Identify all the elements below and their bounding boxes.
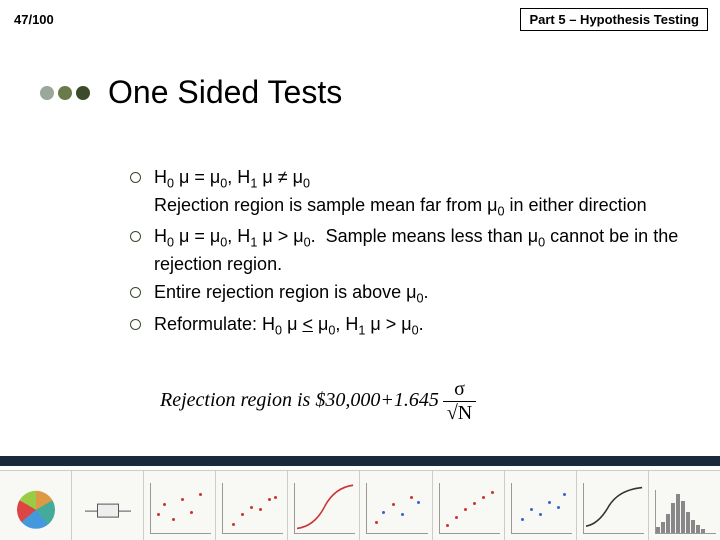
thumb-scatter (216, 471, 288, 540)
dot-icon (58, 86, 72, 100)
scatter-icon (366, 483, 427, 534)
bullet-list: H0 μ = μ0, H1 μ ≠ μ0Rejection region is … (130, 165, 690, 339)
boxplot-icon (83, 491, 133, 527)
thumbnail-strip (0, 470, 720, 540)
divider-bar (0, 456, 720, 466)
formula-denominator: √N (443, 402, 476, 425)
slide-title: One Sided Tests (108, 74, 342, 111)
dot-icon (76, 86, 90, 100)
pie-icon (17, 490, 55, 528)
thumb-curve (577, 471, 649, 540)
formula-fraction: σ√N (443, 378, 476, 425)
dot-icon (40, 86, 54, 100)
thumb-boxplot (72, 471, 144, 540)
hist-icon (655, 490, 716, 534)
thumb-curve (288, 471, 360, 540)
curve-icon (294, 483, 355, 534)
scatter-icon (222, 483, 283, 534)
bullet-item: Entire rejection region is above μ0. (130, 280, 690, 308)
rejection-formula: Rejection region is $30,000+1.645σ√N (160, 378, 476, 425)
title-row: One Sided Tests (40, 74, 342, 111)
thumb-hist (649, 471, 720, 540)
thumb-pie (0, 471, 72, 540)
part-label-box: Part 5 – Hypothesis Testing (520, 8, 708, 31)
thumb-scatter (144, 471, 216, 540)
formula-text: Rejection region is $30,000+1.645 (160, 389, 439, 411)
page-number: 47/100 (14, 12, 54, 27)
bullet-item: H0 μ = μ0, H1 μ ≠ μ0Rejection region is … (130, 165, 690, 220)
scatter-icon (511, 483, 572, 534)
curve-icon (583, 483, 644, 534)
scatter-icon (439, 483, 500, 534)
title-dots (40, 86, 90, 100)
scatter-icon (150, 483, 211, 534)
bullet-item: H0 μ = μ0, H1 μ > μ0. Sample means less … (130, 224, 690, 276)
content-area: H0 μ = μ0, H1 μ ≠ μ0Rejection region is … (130, 165, 690, 343)
thumb-scatter (360, 471, 432, 540)
thumb-scatter (505, 471, 577, 540)
thumb-scatter (433, 471, 505, 540)
formula-numerator: σ (443, 378, 476, 402)
bullet-item: Reformulate: H0 μ < μ0, H1 μ > μ0. (130, 312, 690, 340)
